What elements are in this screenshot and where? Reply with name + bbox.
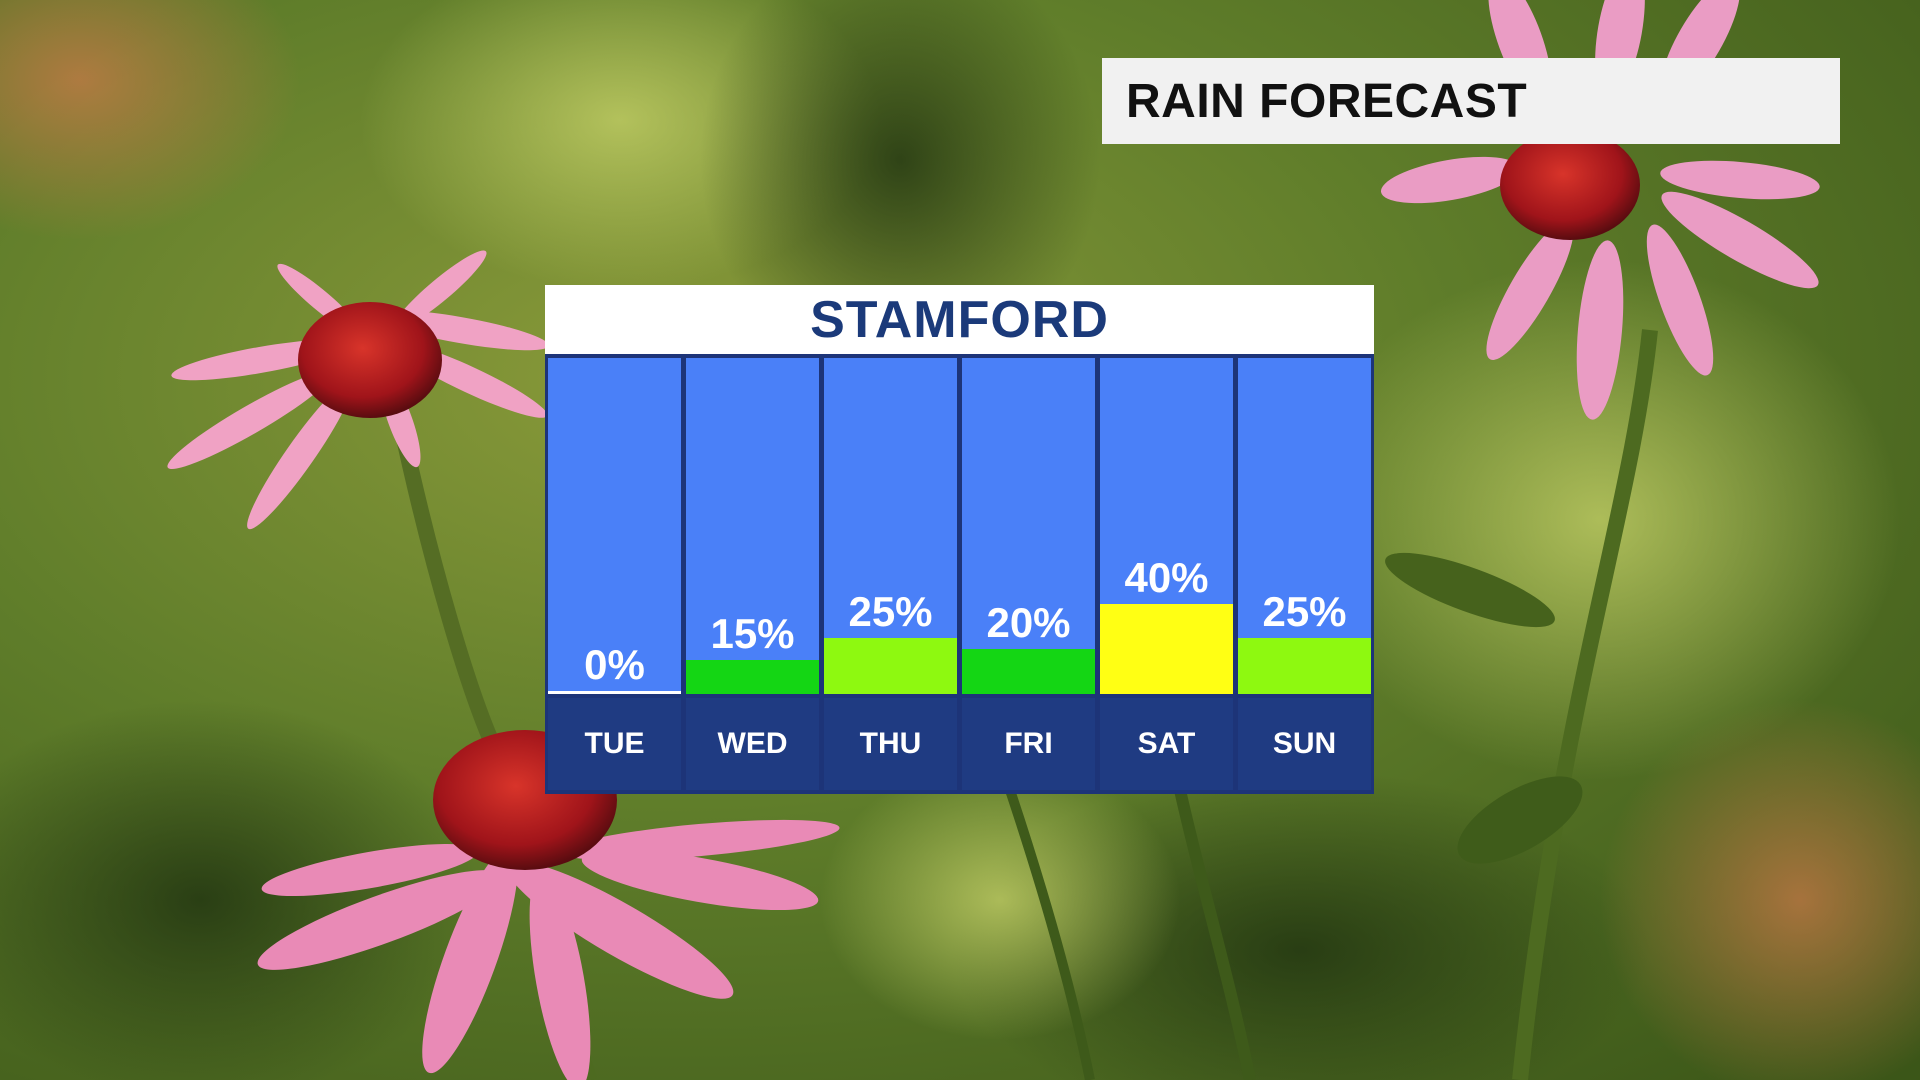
- coneflower-right: [1380, 0, 1820, 420]
- day-column: 40% SAT: [1100, 358, 1233, 794]
- day-column: 15% WED: [686, 358, 819, 794]
- day-label: SUN: [1238, 698, 1371, 790]
- column-background: [962, 358, 1095, 694]
- value-label: 25%: [1262, 588, 1347, 635]
- day-label: TUE: [548, 698, 681, 790]
- day-label: WED: [686, 698, 819, 790]
- bar-plot: 0% TUE 15% WED 25% THU 20% FRI 40% SAT 25% SUN: [545, 358, 1374, 794]
- title-banner: RAIN FORECAST: [1102, 58, 1840, 144]
- value-label: 15%: [710, 610, 795, 658]
- column-background: [686, 358, 819, 694]
- chart-panel: STAMFORD 0% TUE 15% WED 25% THU 20% FRI 40% SAT 25…: [545, 285, 1374, 794]
- location-header: STAMFORD: [545, 285, 1374, 358]
- value-label: 40%: [1124, 554, 1209, 602]
- value-label: 0%: [584, 641, 645, 688]
- day-column: 0% TUE: [548, 358, 681, 794]
- value-label: 25%: [848, 588, 933, 635]
- day-column: 25% THU: [824, 358, 957, 794]
- day-label: SAT: [1100, 698, 1233, 790]
- coneflower-left: [167, 250, 549, 530]
- bar: [1238, 638, 1371, 694]
- bar: [1100, 604, 1233, 694]
- bar: [686, 660, 819, 694]
- value-label: 20%: [986, 599, 1071, 647]
- chart-title: RAIN FORECAST: [1126, 74, 1528, 128]
- day-label: FRI: [962, 698, 1095, 790]
- bar: [548, 691, 681, 694]
- day-column: 25% SUN: [1238, 358, 1371, 794]
- day-column: 20% FRI: [962, 358, 1095, 794]
- location-name: STAMFORD: [810, 290, 1109, 349]
- bar: [824, 638, 957, 694]
- bar: [962, 649, 1095, 694]
- column-background: [548, 358, 681, 694]
- day-label: THU: [824, 698, 957, 790]
